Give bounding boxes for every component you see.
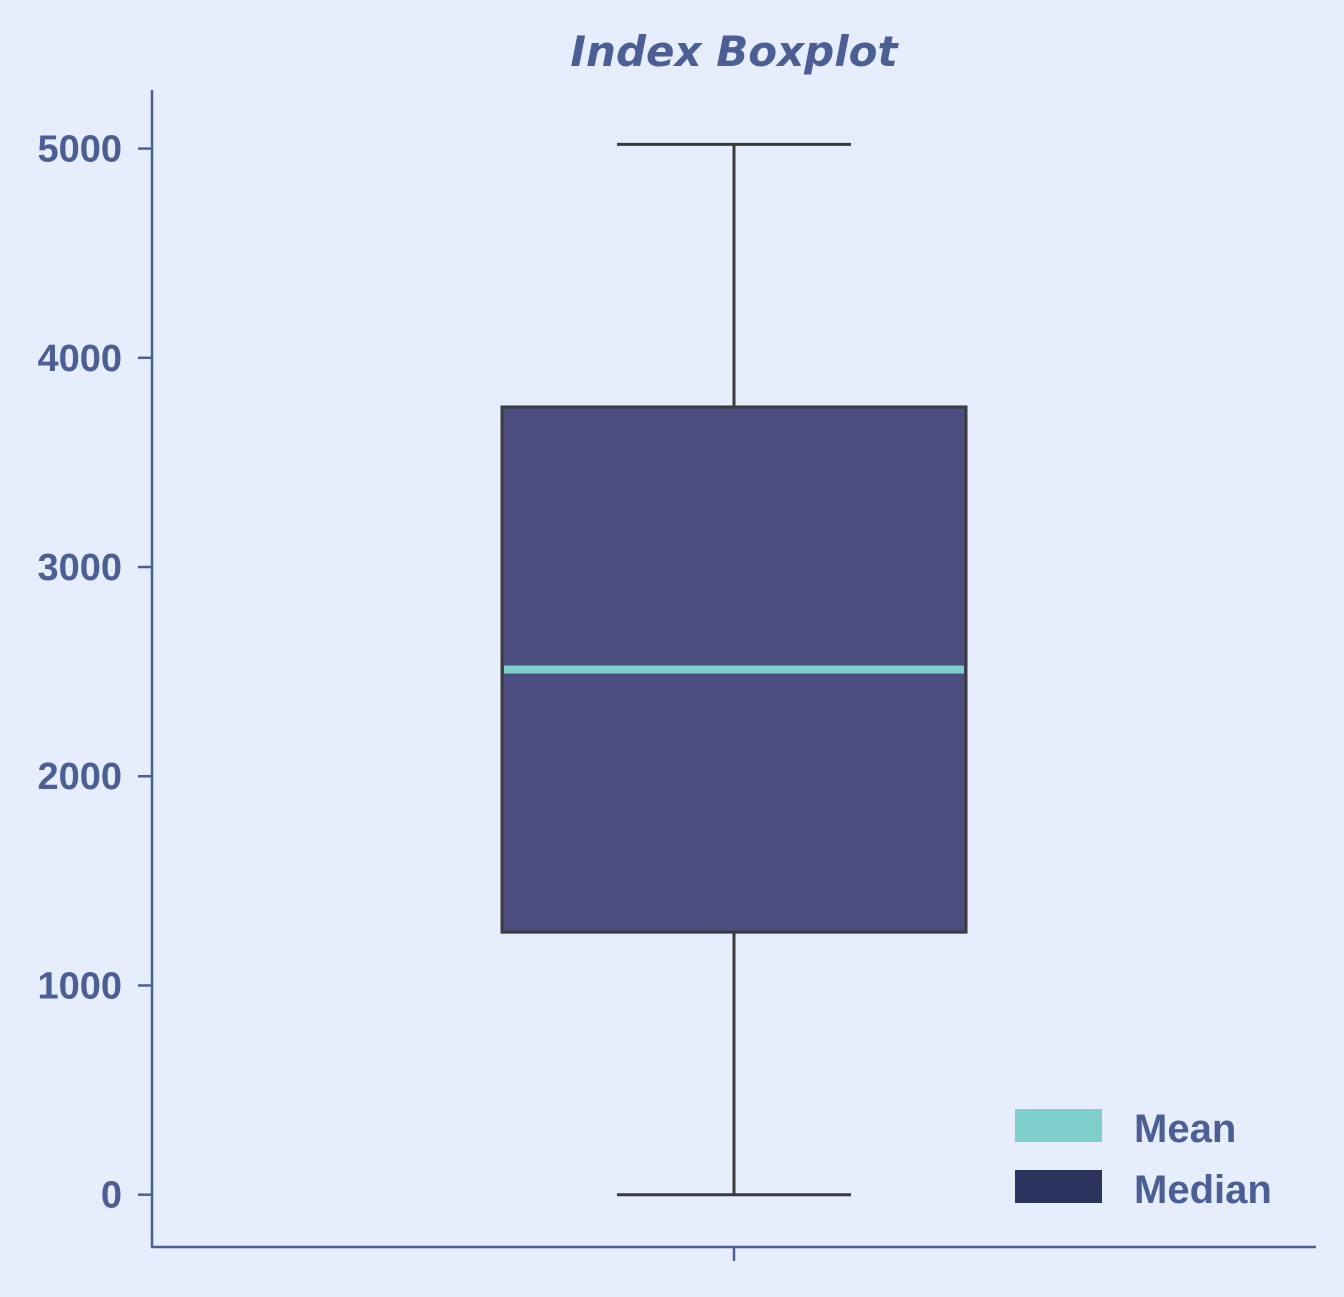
y-tick-label: 3000 — [37, 547, 122, 589]
chart-title: Index Boxplot — [570, 27, 899, 76]
y-tick-label: 5000 — [37, 129, 122, 171]
y-tick-label: 2000 — [37, 756, 122, 798]
legend-swatch-median — [1015, 1170, 1102, 1203]
axes: 0 1000 2000 3000 4000 5000 — [37, 90, 1316, 1261]
plot-area — [500, 142, 968, 1197]
legend-label-mean: Mean — [1134, 1107, 1236, 1151]
legend-swatch-mean — [1015, 1109, 1102, 1142]
legend: Mean Median — [1015, 1107, 1272, 1212]
y-tick-label: 0 — [101, 1175, 122, 1217]
y-tick-label: 1000 — [37, 965, 122, 1007]
legend-label-median: Median — [1134, 1168, 1272, 1212]
y-tick-label: 4000 — [37, 338, 122, 380]
